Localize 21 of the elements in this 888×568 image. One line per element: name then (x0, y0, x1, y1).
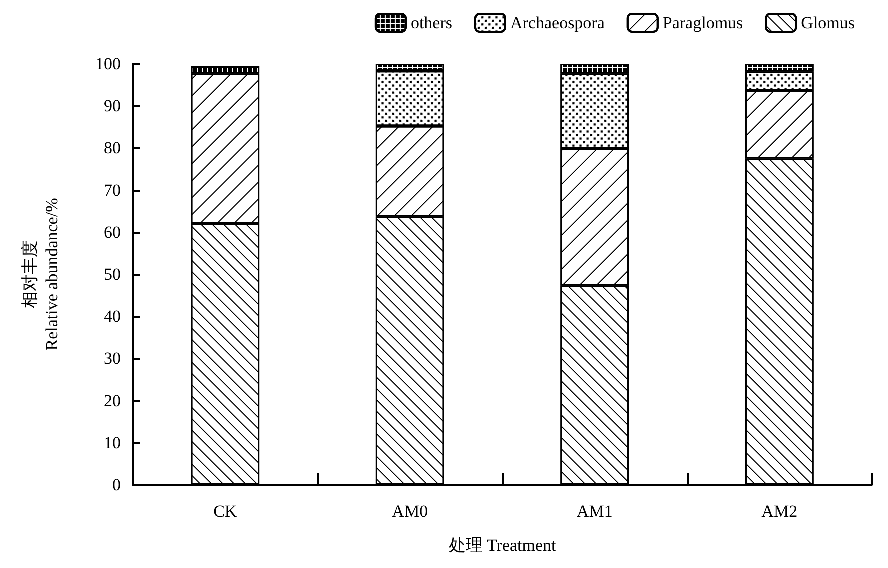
y-tick-label: 60 (104, 222, 121, 242)
y-tick-label: 70 (104, 180, 121, 200)
y-tick-label: 20 (104, 391, 121, 410)
x-tick-label: AM2 (762, 502, 798, 521)
legend-label: Paraglomus (662, 14, 744, 32)
x-tick-label: CK (214, 502, 238, 521)
y-tick-label: 50 (104, 265, 121, 284)
y-tick-label: 30 (104, 349, 121, 368)
y-tick-label: 90 (104, 96, 121, 116)
y-axis-title: 相对丰度 Relative abundance/% (20, 198, 62, 351)
legend-label: others (410, 14, 452, 32)
y-tick-label: 100 (96, 54, 121, 74)
y-tick-label: 40 (104, 307, 121, 326)
x-axis-title: 处理 Treatment (448, 536, 557, 555)
legend-label: Glomus (801, 14, 856, 32)
x-tick-label: AM0 (392, 502, 428, 521)
y-tick-label: 0 (112, 476, 121, 494)
x-tick-label: AM1 (576, 502, 613, 521)
y-tick-label: 80 (104, 138, 121, 158)
y-tick-label: 10 (104, 433, 121, 452)
legend-label: Archaeospora (510, 14, 606, 32)
